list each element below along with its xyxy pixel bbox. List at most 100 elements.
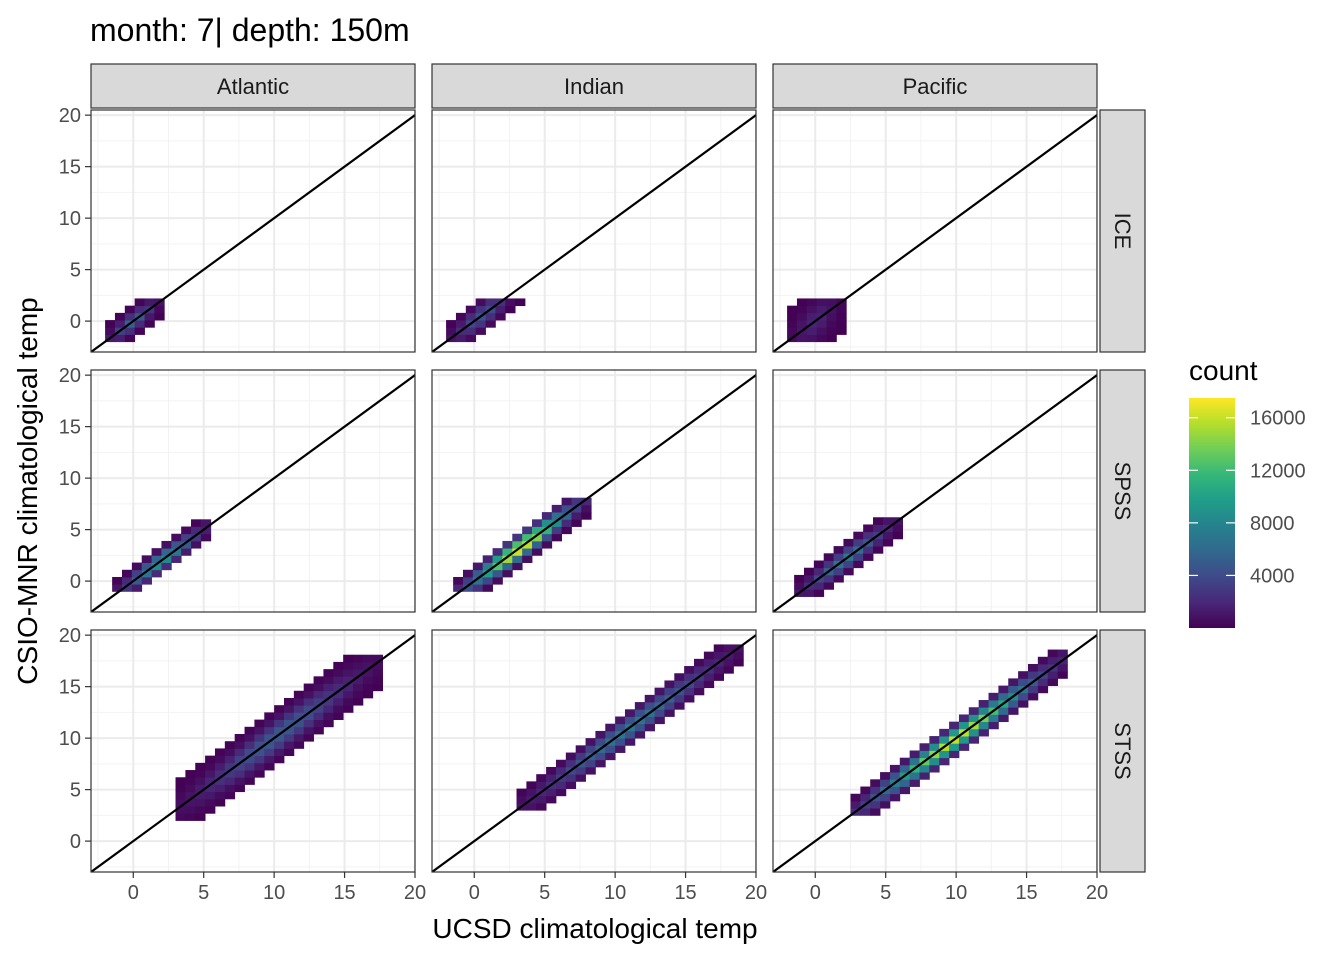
heatmap-tile [502, 562, 513, 571]
heatmap-tile [171, 533, 182, 542]
heatmap-tile [654, 694, 665, 703]
heatmap-tile [806, 298, 818, 307]
heatmap-tile [615, 745, 626, 753]
identity-line [91, 633, 415, 872]
heatmap-tile [694, 687, 705, 696]
heatmap-tile [843, 567, 854, 576]
heatmap-tile [833, 567, 844, 576]
heatmap-tile [343, 697, 354, 706]
heatmap-tile [615, 723, 626, 732]
heatmap-tile [205, 791, 216, 800]
heatmap-tile [181, 540, 192, 549]
heatmap-tile [1008, 678, 1019, 687]
heatmap-tile [254, 741, 265, 749]
heatmap-tile [813, 560, 825, 569]
heatmap-tile [205, 777, 216, 785]
identity-line [773, 113, 1097, 352]
heatmap-tile [654, 687, 665, 696]
heatmap-tile [274, 748, 285, 757]
heatmap-tile [806, 327, 818, 335]
heatmap-tile [195, 784, 206, 793]
heatmap-tile [283, 748, 295, 757]
heatmap-tile [880, 793, 891, 802]
heatmap-tile [333, 676, 344, 684]
heatmap-tile [502, 548, 513, 556]
heatmap-tile [958, 714, 970, 723]
heatmap-tile [575, 745, 586, 753]
heatmap-tile [899, 757, 911, 766]
heatmap-tile [372, 654, 383, 663]
x-tick-label: 20 [745, 882, 767, 904]
heatmap-tile [224, 777, 236, 785]
heatmap-tile [323, 690, 334, 699]
heatmap-tile [551, 526, 562, 535]
heatmap-tile [998, 707, 1009, 715]
heatmap-tile [264, 719, 275, 728]
heatmap-tile [949, 743, 960, 751]
strip-background [772, 63, 1098, 109]
heatmap-tile [343, 683, 354, 692]
heatmap-tile [850, 793, 861, 802]
axis-ticks: 0 5 10 15 20 0 5 10 15 20 0 5 10 15 20 0 5 10 15 20 0 5 10 15 20… [59, 105, 1108, 904]
heatmap-tile [644, 694, 655, 703]
panel-atlantic-spss [90, 369, 416, 613]
panel-border [431, 109, 757, 353]
heatmap-tile [274, 705, 285, 713]
heatmap-tile [833, 546, 844, 554]
heatmap-tile [154, 305, 165, 314]
heatmap-tile [254, 734, 265, 742]
heatmap-tile [843, 546, 854, 554]
heatmap-tile [353, 669, 364, 677]
heatmap-tile [274, 726, 285, 735]
heatmap-tile [1027, 692, 1039, 701]
heatmap-tile [224, 770, 236, 778]
heatmap-tile [694, 666, 705, 674]
heatmap-tile [343, 690, 354, 699]
heatmap-tile [733, 651, 744, 660]
x-tick-label: 0 [810, 882, 821, 904]
heatmap-tile [505, 305, 516, 314]
x-tick-label: 15 [1015, 882, 1037, 904]
heatmap-tile [870, 786, 881, 795]
heatmap-tile [372, 661, 383, 670]
heatmap-tile [234, 734, 245, 742]
heatmap-tile [880, 800, 891, 809]
heatmap-tile [909, 779, 920, 787]
heatmap-tile [1037, 663, 1049, 672]
heatmap-tile [323, 712, 334, 720]
x-tick-label: 15 [674, 882, 696, 904]
heatmap-tile [978, 707, 989, 715]
heatmap-tile [505, 298, 516, 307]
heatmap-tile [234, 784, 245, 793]
heatmap-tile [472, 584, 484, 592]
heatmap-tile [313, 719, 324, 728]
heatmap-tile [575, 752, 586, 761]
heatmap-tile [532, 533, 543, 542]
x-tick-label: 5 [198, 882, 209, 904]
heatmap-tile [816, 305, 827, 314]
colorbar-label: 4000 [1250, 565, 1295, 587]
heatmap-tile [526, 788, 537, 797]
heatmap-tile [806, 334, 818, 343]
heatmap-tile [654, 709, 665, 717]
heatmap-tile [939, 757, 950, 766]
heatmap-tile [205, 762, 216, 771]
heatmap-tile [205, 784, 216, 793]
heatmap-tile [889, 772, 901, 780]
panel-border [431, 629, 757, 873]
heatmap-tile [585, 759, 596, 768]
heatmap-tile [343, 705, 354, 713]
heatmap-tile [585, 766, 596, 775]
heatmap-tile [495, 305, 506, 314]
panel-atlantic-ice [90, 109, 416, 353]
heatmap-tile [114, 334, 126, 343]
heatmap-tile [561, 504, 572, 513]
heatmap-tile [787, 320, 798, 328]
heatmap-tile [1047, 671, 1058, 679]
heatmap-tile [644, 716, 655, 725]
heatmap-tile [244, 755, 255, 764]
heatmap-tile [595, 752, 606, 761]
heatmap-tile [141, 569, 152, 578]
heatmap-tile [224, 784, 236, 793]
